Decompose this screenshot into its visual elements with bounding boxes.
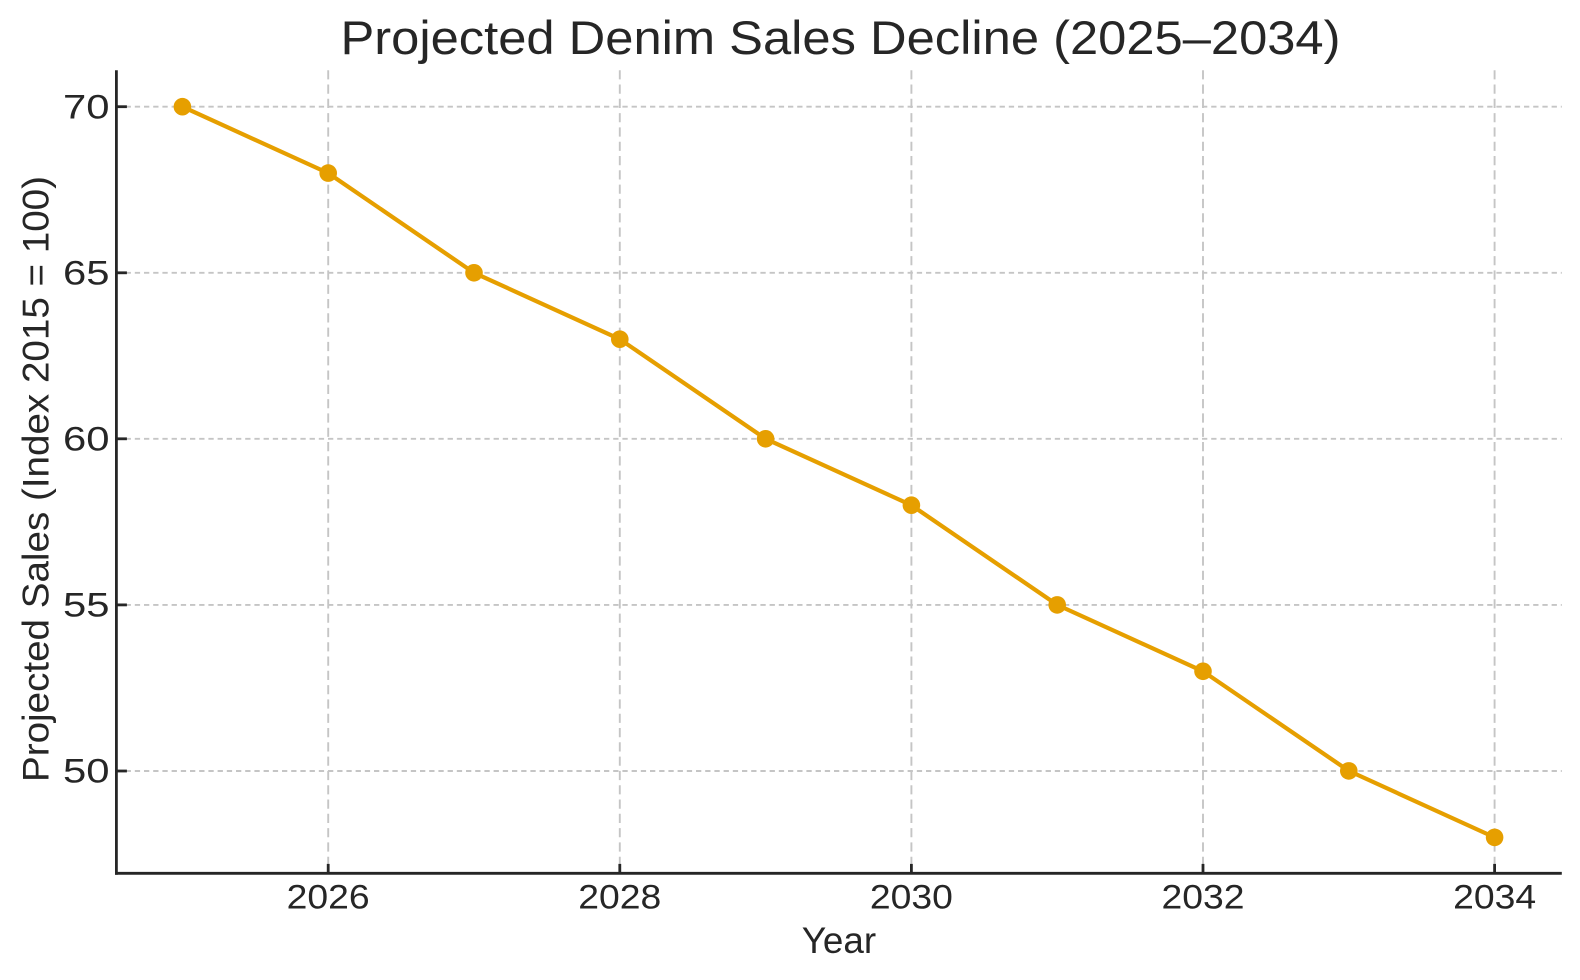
svg-text:2030: 2030 xyxy=(870,879,953,917)
svg-text:50: 50 xyxy=(63,753,110,791)
svg-text:70: 70 xyxy=(63,88,110,126)
svg-text:Projected Denim Sales Decline: Projected Denim Sales Decline (2025–2034… xyxy=(341,12,1341,65)
svg-text:65: 65 xyxy=(63,254,110,292)
svg-text:Projected Sales (Index 2015 =: Projected Sales (Index 2015 = 100) xyxy=(15,176,57,782)
svg-text:60: 60 xyxy=(63,420,110,458)
svg-text:2026: 2026 xyxy=(287,879,370,917)
svg-text:2028: 2028 xyxy=(578,879,661,917)
svg-text:2034: 2034 xyxy=(1453,879,1536,917)
svg-text:55: 55 xyxy=(63,587,110,625)
svg-text:2032: 2032 xyxy=(1162,879,1245,917)
svg-text:Year: Year xyxy=(802,920,876,961)
